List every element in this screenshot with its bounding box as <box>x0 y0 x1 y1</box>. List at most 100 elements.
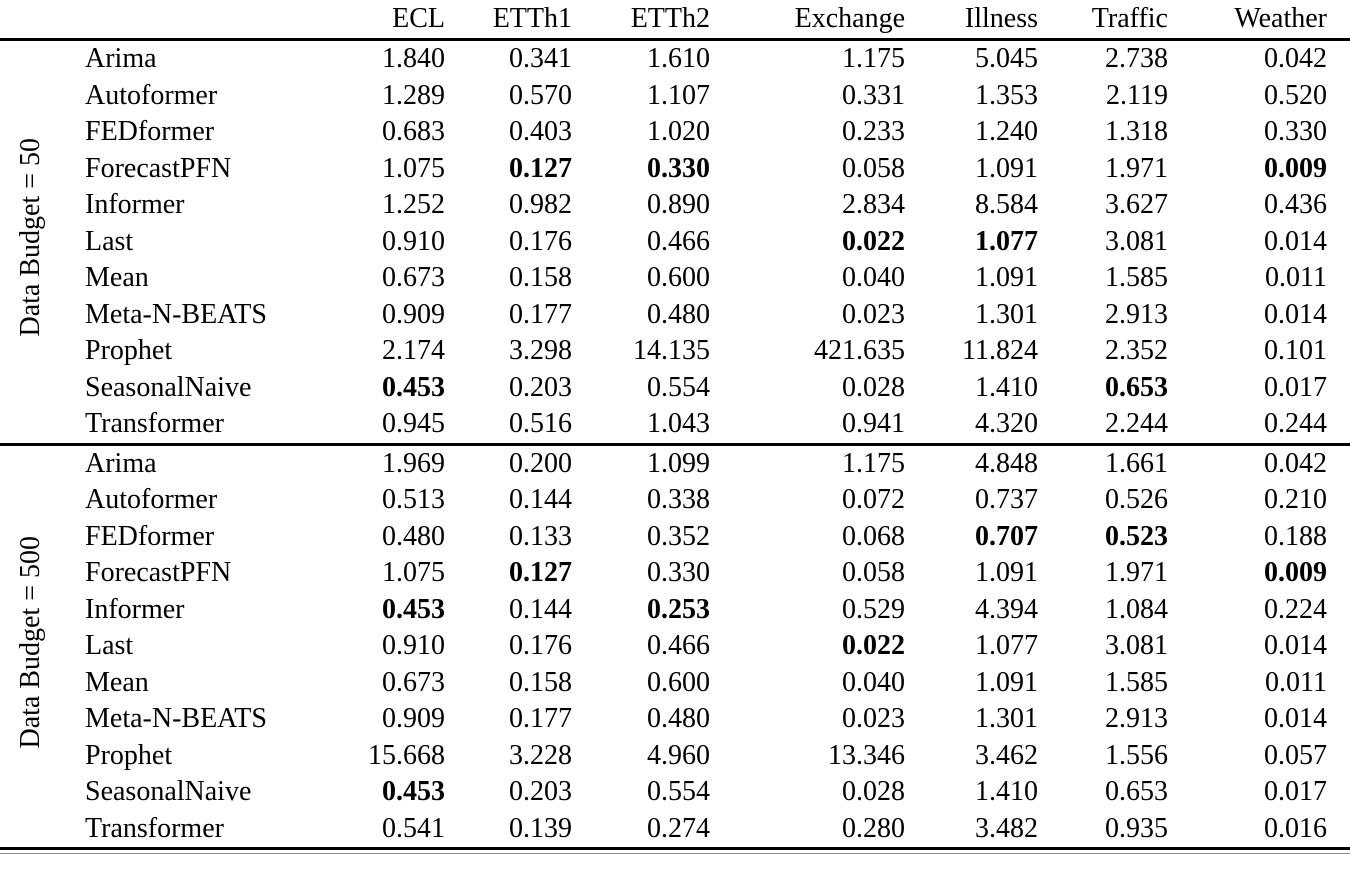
metric-cell-ecl: 2.174 <box>382 335 445 367</box>
metric-cell-etth2: 0.330 <box>647 152 710 184</box>
metric-cell-illness: 4.848 <box>905 442 1038 482</box>
metric-cell-etth2: 0.480 <box>647 298 710 330</box>
metric-cell-traffic: 3.081 <box>1105 225 1168 257</box>
metric-cell-etth1: 0.176 <box>509 225 572 257</box>
table-row: Last 0.910 0.176 0.466 0.022 1.077 3.081 0.014 <box>0 628 1350 665</box>
metric-cell-illness: 1.301 <box>975 298 1038 330</box>
metric-cell-illness: 1.353 <box>975 79 1038 111</box>
model-name-cell: Informer <box>85 189 185 221</box>
column-header-exchange: Exchange <box>710 0 905 41</box>
model-name-cell: Arima <box>62 442 300 482</box>
metric-cell-exchange: 0.028 <box>842 776 905 808</box>
bottom-rule-echo <box>0 853 1350 854</box>
metric-cell-ecl: 0.480 <box>382 520 445 552</box>
metric-cell-traffic: 2.352 <box>1105 335 1168 367</box>
table-row: SeasonalNaive 0.453 0.203 0.554 0.028 1.410 0.… <box>0 774 1350 811</box>
metric-cell-weather: 0.188 <box>1264 520 1327 552</box>
table-row: FEDformer 0.683 0.403 1.020 0.233 1.240 1.318 0… <box>0 114 1350 151</box>
metric-cell-ecl: 0.673 <box>382 666 445 698</box>
metric-cell-etth2: 14.135 <box>633 335 710 367</box>
metric-cell-etth1: 3.298 <box>509 335 572 367</box>
metric-cell-exchange: 0.023 <box>842 703 905 735</box>
metric-cell-ecl: 0.453 <box>382 776 445 808</box>
metric-cell-exchange: 0.529 <box>842 593 905 625</box>
metric-cell-etth1: 0.133 <box>509 520 572 552</box>
metric-cell-traffic: 1.971 <box>1105 557 1168 589</box>
metric-cell-etth2: 0.352 <box>647 520 710 552</box>
metric-cell-exchange: 0.040 <box>842 666 905 698</box>
metric-cell-exchange: 421.635 <box>814 335 905 367</box>
model-name-cell: Last <box>85 225 134 257</box>
metric-cell-exchange: 0.022 <box>842 225 905 257</box>
metric-cell-weather: 0.009 <box>1264 152 1327 184</box>
metric-cell-etth1: 0.570 <box>509 79 572 111</box>
metric-cell-etth2: 0.890 <box>647 189 710 221</box>
metric-cell-exchange: 0.331 <box>842 79 905 111</box>
metric-cell-etth2: 0.480 <box>647 703 710 735</box>
metric-cell-weather: 0.011 <box>1265 666 1327 698</box>
column-header-illness: Illness <box>905 0 1038 41</box>
table-row: Data Budget = 50 Arima 1.840 0.341 1.610 1.17… <box>0 40 1350 337</box>
metric-cell-traffic: 2.244 <box>1105 408 1168 440</box>
metric-cell-illness: 0.707 <box>975 520 1038 552</box>
table-row: Autoformer 1.289 0.570 1.107 0.331 1.353 2.119… <box>0 78 1350 115</box>
metric-cell-etth2: 0.466 <box>647 630 710 662</box>
metric-cell-traffic: 2.738 <box>1105 43 1168 75</box>
metric-cell-etth1: 0.200 <box>445 442 572 482</box>
table-row: ForecastPFN 1.075 0.127 0.330 0.058 1.091 1.97… <box>0 555 1350 592</box>
metric-cell-traffic: 0.653 <box>1105 371 1168 403</box>
metric-cell-etth1: 0.177 <box>509 703 572 735</box>
model-name-cell: Meta-N-BEATS <box>85 298 267 330</box>
group-label-cell: Data Budget = 50 <box>0 40 62 445</box>
metric-cell-illness: 1.091 <box>975 262 1038 294</box>
model-name-cell: ForecastPFN <box>85 152 232 184</box>
metric-cell-illness: 1.091 <box>975 557 1038 589</box>
metric-cell-etth1: 0.127 <box>509 557 572 589</box>
column-header-etth1: ETTh1 <box>445 0 572 41</box>
metric-cell-traffic: 2.119 <box>1106 79 1168 111</box>
model-name-cell: Transformer <box>85 812 224 844</box>
model-name-cell: Prophet <box>85 335 173 367</box>
metric-cell-illness: 1.410 <box>975 776 1038 808</box>
metric-cell-illness: 1.077 <box>975 225 1038 257</box>
metric-cell-etth1: 0.139 <box>509 812 572 844</box>
metric-cell-traffic: 1.585 <box>1105 666 1168 698</box>
metric-cell-illness: 1.077 <box>975 630 1038 662</box>
metric-cell-illness: 11.824 <box>962 335 1038 367</box>
metric-cell-etth2: 0.554 <box>647 776 710 808</box>
model-name-cell: Prophet <box>85 739 173 771</box>
table-row: Mean 0.673 0.158 0.600 0.040 1.091 1.585 0.011 <box>0 260 1350 297</box>
metric-cell-exchange: 1.175 <box>710 442 905 482</box>
column-header-etth2: ETTh2 <box>572 0 710 41</box>
model-name-cell: Last <box>85 630 134 662</box>
metric-cell-etth2: 1.099 <box>572 442 710 482</box>
model-name-cell: FEDformer <box>85 520 215 552</box>
group-label: Data Budget = 50 <box>15 138 46 338</box>
metric-cell-illness: 8.584 <box>975 189 1038 221</box>
metric-cell-ecl: 0.945 <box>382 408 445 440</box>
metric-cell-illness: 1.091 <box>975 152 1038 184</box>
column-header-ecl: ECL <box>300 0 445 41</box>
metric-cell-traffic: 0.523 <box>1105 520 1168 552</box>
metric-cell-ecl: 1.075 <box>382 557 445 589</box>
metric-cell-etth2: 0.600 <box>647 666 710 698</box>
metric-cell-exchange: 0.023 <box>842 298 905 330</box>
metric-cell-ecl: 0.673 <box>382 262 445 294</box>
group-label: Data Budget = 500 <box>15 535 46 749</box>
metric-cell-illness: 4.394 <box>975 593 1038 625</box>
model-name-cell: FEDformer <box>85 116 215 148</box>
metric-cell-exchange: 0.280 <box>842 812 905 844</box>
header-row: ECL ETTh1 ETTh2 Exchange Illness Traffic Weath… <box>0 0 1350 41</box>
metric-cell-etth2: 1.043 <box>647 408 710 440</box>
metric-cell-weather: 0.016 <box>1264 812 1327 844</box>
metric-cell-weather: 0.011 <box>1265 262 1327 294</box>
metric-cell-exchange: 0.068 <box>842 520 905 552</box>
table-header: ECL ETTh1 ETTh2 Exchange Illness Traffic Weath… <box>0 0 1350 41</box>
metric-cell-weather: 0.101 <box>1264 335 1327 367</box>
table-body: Data Budget = 50 Arima 1.840 0.341 1.610 1.17… <box>0 40 1350 849</box>
metric-cell-traffic: 1.585 <box>1105 262 1168 294</box>
metric-cell-weather: 0.014 <box>1264 298 1327 330</box>
metric-cell-illness: 1.410 <box>975 371 1038 403</box>
header-model-spacer <box>62 0 300 41</box>
metric-cell-exchange: 0.072 <box>842 484 905 516</box>
